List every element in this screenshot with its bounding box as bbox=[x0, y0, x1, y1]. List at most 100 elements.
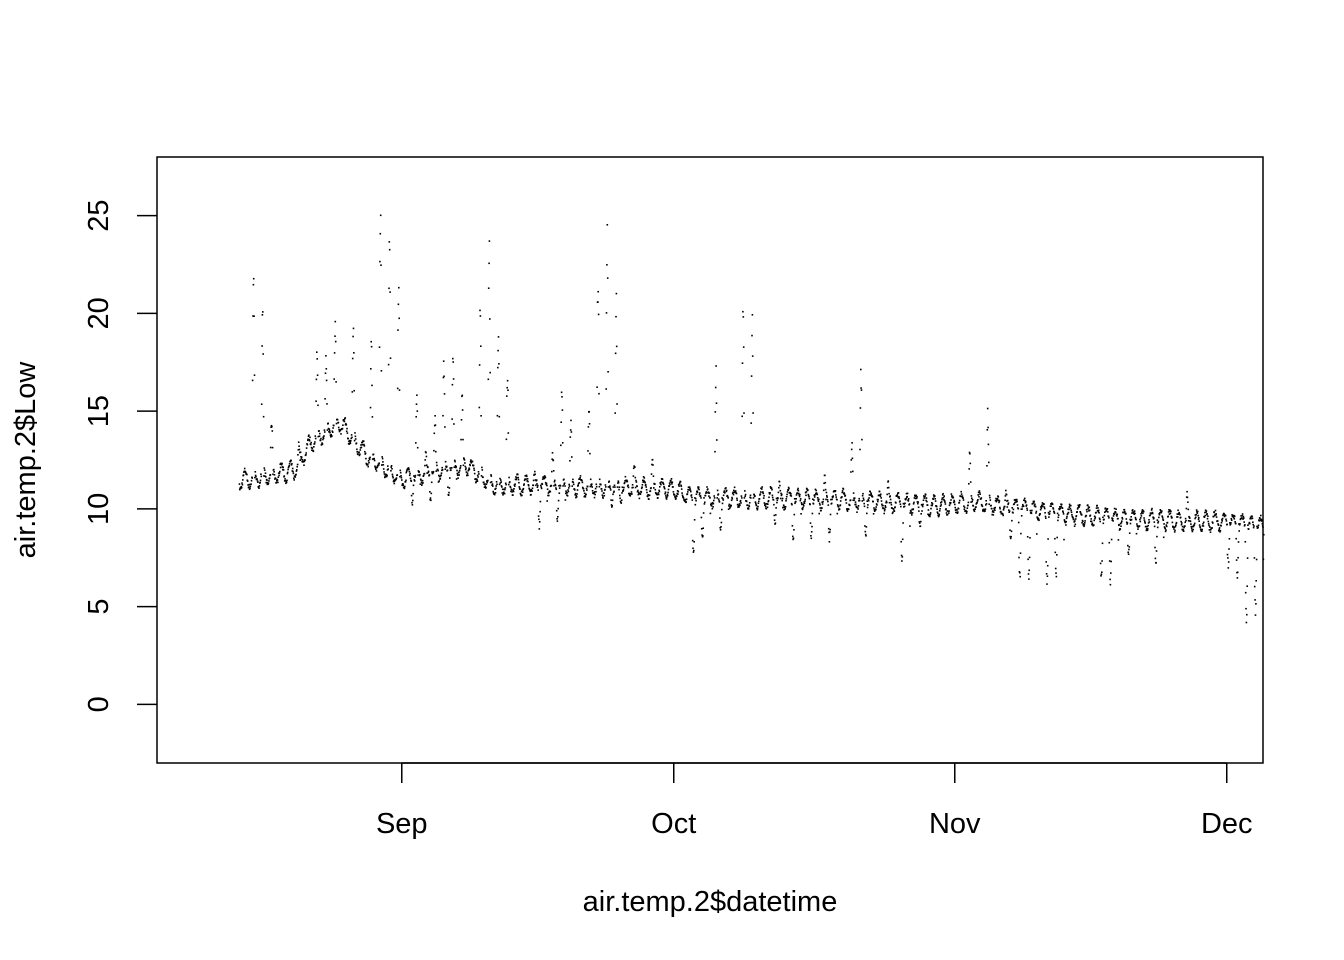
data-point bbox=[1171, 516, 1173, 519]
data-point bbox=[612, 486, 615, 488]
data-point bbox=[572, 478, 574, 481]
data-point bbox=[951, 495, 954, 497]
data-point bbox=[970, 501, 972, 503]
data-point bbox=[1155, 562, 1157, 564]
data-point bbox=[1018, 571, 1021, 573]
data-point bbox=[619, 497, 621, 500]
data-point bbox=[969, 481, 972, 483]
data-point bbox=[383, 471, 385, 473]
data-point bbox=[1205, 511, 1207, 513]
data-point bbox=[392, 476, 394, 479]
data-point bbox=[537, 484, 539, 487]
data-point bbox=[453, 423, 455, 425]
data-point bbox=[606, 277, 609, 279]
data-point bbox=[861, 494, 864, 497]
data-point bbox=[428, 474, 431, 476]
data-point bbox=[677, 490, 680, 493]
data-point bbox=[620, 502, 623, 504]
data-point bbox=[893, 510, 896, 512]
data-point bbox=[963, 506, 966, 509]
data-point bbox=[1162, 536, 1165, 539]
data-point bbox=[824, 474, 826, 477]
data-point bbox=[689, 489, 692, 491]
data-point bbox=[296, 465, 298, 468]
data-point bbox=[901, 538, 904, 541]
data-point bbox=[963, 508, 966, 511]
data-point bbox=[751, 314, 754, 316]
data-point bbox=[967, 501, 970, 504]
data-point bbox=[1083, 524, 1086, 526]
data-point bbox=[321, 443, 324, 445]
data-point bbox=[952, 496, 955, 499]
data-point bbox=[631, 493, 633, 495]
data-point bbox=[873, 507, 875, 509]
data-point bbox=[393, 479, 395, 482]
data-point bbox=[988, 503, 990, 505]
data-point bbox=[1128, 546, 1131, 548]
data-point bbox=[473, 467, 475, 470]
data-point bbox=[418, 471, 420, 473]
data-point bbox=[333, 424, 335, 427]
data-point bbox=[731, 492, 734, 495]
data-point bbox=[442, 360, 445, 362]
data-point bbox=[270, 426, 272, 428]
data-point bbox=[530, 493, 532, 496]
data-point bbox=[380, 370, 383, 372]
data-point bbox=[762, 492, 765, 495]
data-point bbox=[517, 478, 520, 481]
data-point bbox=[294, 476, 297, 478]
data-point bbox=[681, 492, 683, 494]
data-point bbox=[1232, 516, 1235, 519]
data-point bbox=[387, 465, 389, 467]
data-point bbox=[352, 327, 355, 330]
data-point bbox=[632, 467, 635, 470]
data-point bbox=[472, 464, 475, 467]
data-point bbox=[733, 491, 735, 494]
data-point bbox=[419, 483, 422, 485]
data-point bbox=[1182, 528, 1185, 531]
data-point bbox=[924, 495, 926, 498]
data-point bbox=[751, 355, 754, 357]
data-point bbox=[391, 468, 393, 470]
data-point bbox=[459, 467, 461, 470]
data-point bbox=[1129, 522, 1132, 525]
data-point bbox=[1118, 523, 1120, 526]
data-point bbox=[1213, 514, 1216, 517]
data-point bbox=[886, 493, 888, 496]
data-point bbox=[1045, 561, 1047, 563]
data-point bbox=[491, 484, 493, 486]
data-point bbox=[537, 515, 540, 517]
data-point bbox=[1204, 511, 1206, 514]
data-point bbox=[386, 474, 388, 477]
data-point bbox=[949, 502, 952, 504]
data-point bbox=[852, 470, 854, 473]
data-point bbox=[293, 479, 295, 481]
data-point bbox=[1242, 518, 1244, 520]
data-point bbox=[632, 475, 635, 477]
data-point bbox=[1148, 521, 1151, 523]
data-point bbox=[778, 486, 780, 489]
data-point bbox=[301, 458, 304, 461]
data-point bbox=[1093, 515, 1096, 518]
data-point bbox=[868, 497, 870, 499]
data-point bbox=[1168, 510, 1171, 513]
data-point bbox=[552, 459, 555, 462]
data-point bbox=[867, 504, 869, 506]
data-point bbox=[684, 498, 687, 501]
data-point bbox=[1179, 516, 1182, 519]
data-point bbox=[425, 464, 428, 466]
data-point bbox=[958, 501, 961, 504]
data-point bbox=[860, 389, 863, 391]
data-point bbox=[799, 499, 802, 502]
data-point bbox=[412, 484, 415, 487]
data-point bbox=[488, 262, 490, 265]
data-point bbox=[712, 502, 715, 505]
data-point bbox=[392, 480, 395, 483]
data-point bbox=[1237, 541, 1240, 543]
data-point bbox=[1100, 573, 1103, 575]
data-point bbox=[611, 499, 614, 502]
data-point bbox=[890, 501, 892, 504]
data-point bbox=[755, 502, 757, 505]
data-point bbox=[1208, 529, 1211, 531]
data-point bbox=[557, 516, 559, 518]
